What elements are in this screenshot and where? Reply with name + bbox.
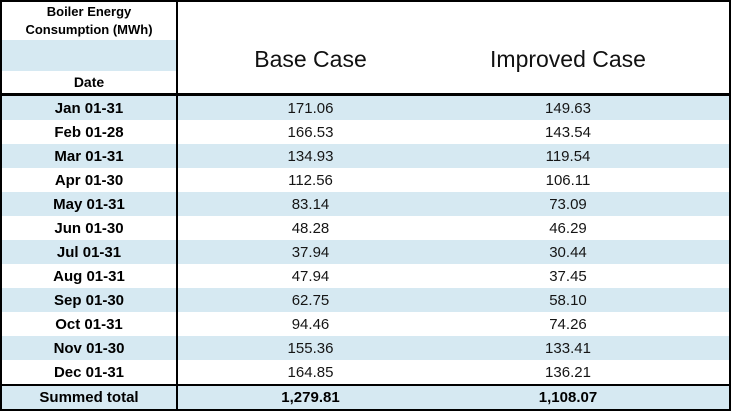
table-row: Jun 01-30 48.28 46.29 — [2, 216, 729, 240]
date-cell[interactable]: Mar 01-31 — [2, 144, 178, 168]
improved-value-cell[interactable]: 106.11 — [545, 171, 591, 189]
total-row: Summed total 1,279.81 1,108.07 — [2, 384, 729, 409]
date-cell[interactable]: Jun 01-30 — [2, 216, 178, 240]
improved-value-cell[interactable]: 143.54 — [545, 123, 591, 141]
total-label-cell[interactable]: Summed total — [2, 386, 178, 409]
date-cell[interactable]: Sep 01-30 — [2, 288, 178, 312]
table-row: Apr 01-30 112.56 106.11 — [2, 168, 729, 192]
table-header-row: Boiler Energy Consumption (MWh) Date Bas… — [2, 2, 729, 96]
table-row: May 01-31 83.14 73.09 — [2, 192, 729, 216]
improved-value-cell[interactable]: 58.10 — [549, 291, 587, 309]
total-improved-value-cell[interactable]: 1,108.07 — [538, 389, 598, 406]
date-cell[interactable]: Feb 01-28 — [2, 120, 178, 144]
table-row: Mar 01-31 134.93 119.54 — [2, 144, 729, 168]
improved-value-cell[interactable]: 46.29 — [549, 219, 587, 237]
total-base-value-cell[interactable]: 1,279.81 — [281, 389, 340, 406]
base-case-column-header[interactable]: Base Case — [254, 46, 367, 72]
improved-value-cell[interactable]: 119.54 — [545, 147, 591, 165]
base-value-cell[interactable]: 166.53 — [287, 123, 334, 141]
base-value-cell[interactable]: 164.85 — [287, 363, 334, 381]
base-value-cell[interactable]: 171.06 — [287, 99, 334, 117]
table-row: Feb 01-28 166.53 143.54 — [2, 120, 729, 144]
table-row: Jan 01-31 171.06 149.63 — [2, 96, 729, 120]
improved-value-cell[interactable]: 73.09 — [549, 195, 587, 213]
improved-value-cell[interactable]: 149.63 — [545, 99, 591, 117]
base-value-cell[interactable]: 112.56 — [288, 171, 333, 189]
base-value-cell[interactable]: 37.94 — [291, 243, 330, 261]
base-value-cell[interactable]: 94.46 — [291, 315, 330, 333]
date-cell[interactable]: May 01-31 — [2, 192, 178, 216]
date-cell[interactable]: Jan 01-31 — [2, 96, 178, 120]
table-row: Dec 01-31 164.85 136.21 — [2, 360, 729, 384]
date-cell[interactable]: Dec 01-31 — [2, 360, 178, 384]
table-row: Oct 01-31 94.46 74.26 — [2, 312, 729, 336]
improved-case-column-header[interactable]: Improved Case — [490, 46, 646, 72]
table-title-line2: Consumption (MWh) — [25, 22, 153, 37]
improved-value-cell[interactable]: 74.26 — [549, 315, 587, 333]
table-body: Jan 01-31 171.06 149.63 Feb 01-28 166.53… — [2, 96, 729, 384]
corner-spacer-cell — [2, 40, 176, 71]
improved-value-cell[interactable]: 30.44 — [549, 243, 587, 261]
corner-header-cell[interactable]: Boiler Energy Consumption (MWh) Date — [2, 2, 178, 93]
table-row: Jul 01-31 37.94 30.44 — [2, 240, 729, 264]
table-title: Boiler Energy Consumption (MWh) — [2, 2, 176, 40]
date-cell[interactable]: Nov 01-30 — [2, 336, 178, 360]
improved-value-cell[interactable]: 37.45 — [549, 267, 587, 285]
date-cell[interactable]: Aug 01-31 — [2, 264, 178, 288]
table-row: Aug 01-31 47.94 37.45 — [2, 264, 729, 288]
table-row: Nov 01-30 155.36 133.41 — [2, 336, 729, 360]
date-column-header[interactable]: Date — [73, 74, 105, 90]
date-cell[interactable]: Oct 01-31 — [2, 312, 178, 336]
base-value-cell[interactable]: 47.94 — [291, 267, 330, 285]
base-value-cell[interactable]: 134.93 — [287, 147, 334, 165]
date-cell[interactable]: Jul 01-31 — [2, 240, 178, 264]
base-value-cell[interactable]: 48.28 — [291, 219, 330, 237]
base-value-cell[interactable]: 155.36 — [287, 339, 334, 357]
base-value-cell[interactable]: 83.14 — [291, 195, 330, 213]
date-cell[interactable]: Apr 01-30 — [2, 168, 178, 192]
improved-value-cell[interactable]: 133.41 — [545, 339, 591, 357]
table-row: Sep 01-30 62.75 58.10 — [2, 288, 729, 312]
improved-value-cell[interactable]: 136.21 — [545, 363, 591, 381]
table-title-line1: Boiler Energy — [46, 4, 132, 20]
base-value-cell[interactable]: 62.75 — [291, 291, 330, 309]
